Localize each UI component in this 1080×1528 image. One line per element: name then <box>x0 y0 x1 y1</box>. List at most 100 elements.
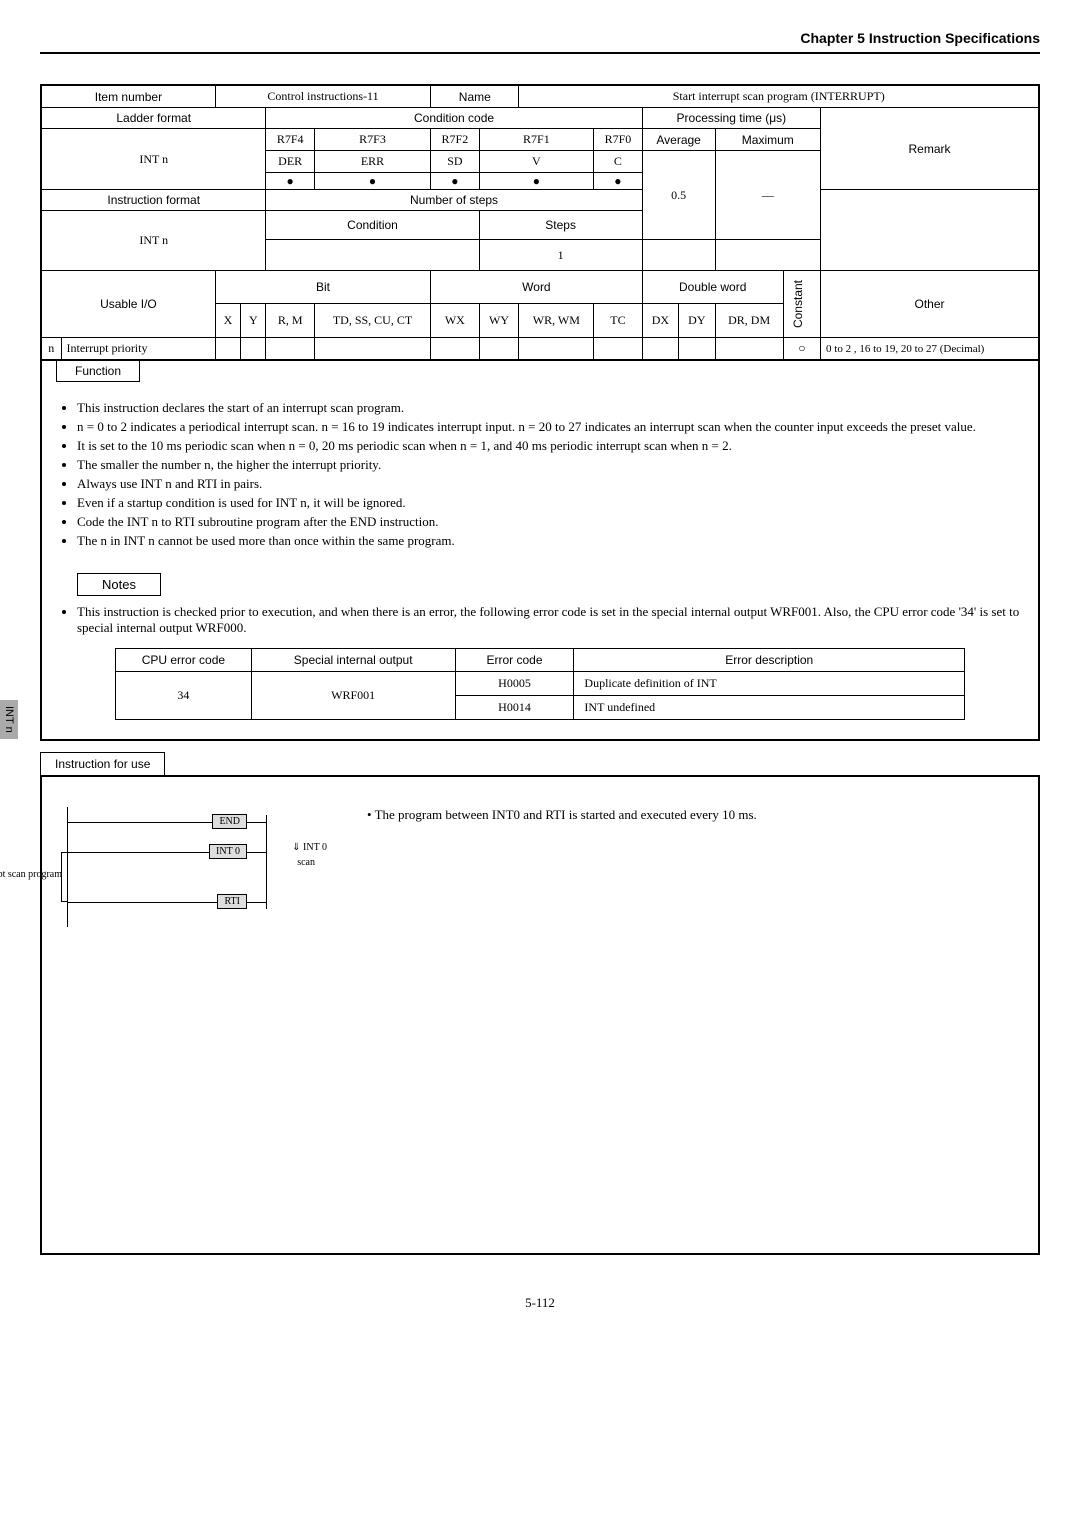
processing-time-label: Processing time (μs) <box>642 108 820 129</box>
col-x: X <box>215 303 240 337</box>
bullet: Always use INT n and RTI in pairs. <box>77 476 1023 492</box>
row-constant: ○ <box>783 338 820 361</box>
cell-blank <box>266 338 314 361</box>
instruction-use-section: END INT 0 RTI 10 ms interrupt scan progr… <box>40 775 1040 1255</box>
item-number-value: Control instructions-11 <box>215 85 430 108</box>
function-header-wrap: Function <box>40 361 1040 382</box>
row-n: n <box>41 338 61 361</box>
steps-label: Steps <box>479 211 642 240</box>
col-dx: DX <box>642 303 678 337</box>
usable-io-label: Usable I/O <box>41 271 215 338</box>
col-rm: R, M <box>266 303 314 337</box>
word-label: Word <box>431 271 643 304</box>
remark-label: Remark <box>821 108 1039 190</box>
cell-blank <box>479 338 519 361</box>
cell-blank <box>241 338 266 361</box>
bullet: It is set to the 10 ms periodic scan whe… <box>77 438 1023 454</box>
col-y: Y <box>241 303 266 337</box>
td-cpu: 34 <box>115 672 251 720</box>
td-wrf: WRF001 <box>251 672 455 720</box>
number-of-steps-label: Number of steps <box>266 190 642 211</box>
cell-blank <box>431 338 479 361</box>
col-tc: TC <box>594 303 642 337</box>
cc-r7f1: R7F1 <box>479 129 594 151</box>
scan-label: scan <box>297 857 315 868</box>
instruction-format-value: INT n <box>41 211 266 271</box>
cell-blank <box>679 338 715 361</box>
notes-bullet: This instruction is checked prior to exe… <box>77 604 1023 636</box>
notes-label: Notes <box>77 573 161 596</box>
bullet: The n in INT n cannot be used more than … <box>77 533 1023 549</box>
td-code: H0014 <box>455 696 574 720</box>
cc-r7f3: R7F3 <box>314 129 430 151</box>
cell-blank <box>594 338 642 361</box>
col-wy: WY <box>479 303 519 337</box>
notes-section: Notes This instruction is checked prior … <box>40 567 1040 741</box>
col-drdm: DR, DM <box>715 303 783 337</box>
time-blank <box>642 240 715 271</box>
cell-blank <box>215 338 240 361</box>
td-code: H0005 <box>455 672 574 696</box>
bullet: Even if a startup condition is used for … <box>77 495 1023 511</box>
dot: ● <box>594 173 642 190</box>
td-desc: Duplicate definition of INT <box>574 672 965 696</box>
bullet: n = 0 to 2 indicates a periodical interr… <box>77 419 1023 435</box>
rti-box: RTI <box>217 894 247 909</box>
error-table: CPU error code Special internal output E… <box>115 648 965 720</box>
function-section: This instruction declares the start of a… <box>40 382 1040 567</box>
int-arrow-label: ⇓ INT 0 <box>292 842 327 853</box>
condition-code-label: Condition code <box>266 108 642 129</box>
dot: ● <box>431 173 479 190</box>
cc-der: DER <box>266 151 314 173</box>
cell-blank <box>715 338 783 361</box>
time-value: 0.5 <box>642 151 715 240</box>
page-header: Chapter 5 Instruction Specifications <box>40 30 1040 54</box>
double-word-label: Double word <box>642 271 783 304</box>
row-desc: Interrupt priority <box>61 338 215 361</box>
bullet: This instruction declares the start of a… <box>77 400 1023 416</box>
steps-value: 1 <box>479 240 642 271</box>
constant-label: Constant <box>783 271 820 338</box>
bullet: The smaller the number n, the higher the… <box>77 457 1023 473</box>
remark-blank <box>821 190 1039 271</box>
col-tdss: TD, SS, CU, CT <box>314 303 430 337</box>
ladder-diagram: END INT 0 RTI 10 ms interrupt scan progr… <box>57 807 277 927</box>
cc-r7f4: R7F4 <box>266 129 314 151</box>
dot: ● <box>479 173 594 190</box>
ladder-format-label: Ladder format <box>41 108 266 129</box>
cell-blank <box>314 338 430 361</box>
row-other: 0 to 2 , 16 to 19, 20 to 27 (Decimal) <box>821 338 1039 361</box>
page-number: 5-112 <box>40 1295 1040 1311</box>
side-tab: INT n <box>0 700 18 739</box>
max-blank <box>715 240 820 271</box>
item-number-label: Item number <box>41 85 215 108</box>
name-label: Name <box>431 85 519 108</box>
function-bullets: This instruction declares the start of a… <box>57 400 1023 549</box>
cc-err: ERR <box>314 151 430 173</box>
cc-r7f2: R7F2 <box>431 129 479 151</box>
other-label: Other <box>821 271 1039 338</box>
cc-c: C <box>594 151 642 173</box>
name-value: Start interrupt scan program (INTERRUPT) <box>519 85 1039 108</box>
average-label: Average <box>642 129 715 151</box>
th-cpu-error: CPU error code <box>115 649 251 672</box>
spec-table: Item number Control instructions-11 Name… <box>40 84 1040 361</box>
td-desc: INT undefined <box>574 696 965 720</box>
maximum-label: Maximum <box>715 129 820 151</box>
end-box: END <box>212 814 247 829</box>
col-dy: DY <box>679 303 715 337</box>
cc-r7f0: R7F0 <box>594 129 642 151</box>
cell-blank <box>519 338 594 361</box>
th-error-desc: Error description <box>574 649 965 672</box>
scan-program-label: 10 ms interrupt scan program <box>0 869 62 880</box>
dot: ● <box>314 173 430 190</box>
condition-blank <box>266 240 479 271</box>
max-value: — <box>715 151 820 240</box>
bullet: Code the INT n to RTI subroutine program… <box>77 514 1023 530</box>
program-note: • The program between INT0 and RTI is st… <box>367 807 1023 823</box>
col-wx: WX <box>431 303 479 337</box>
cc-v: V <box>479 151 594 173</box>
cell-blank <box>642 338 678 361</box>
th-error-code: Error code <box>455 649 574 672</box>
th-special-output: Special internal output <box>251 649 455 672</box>
